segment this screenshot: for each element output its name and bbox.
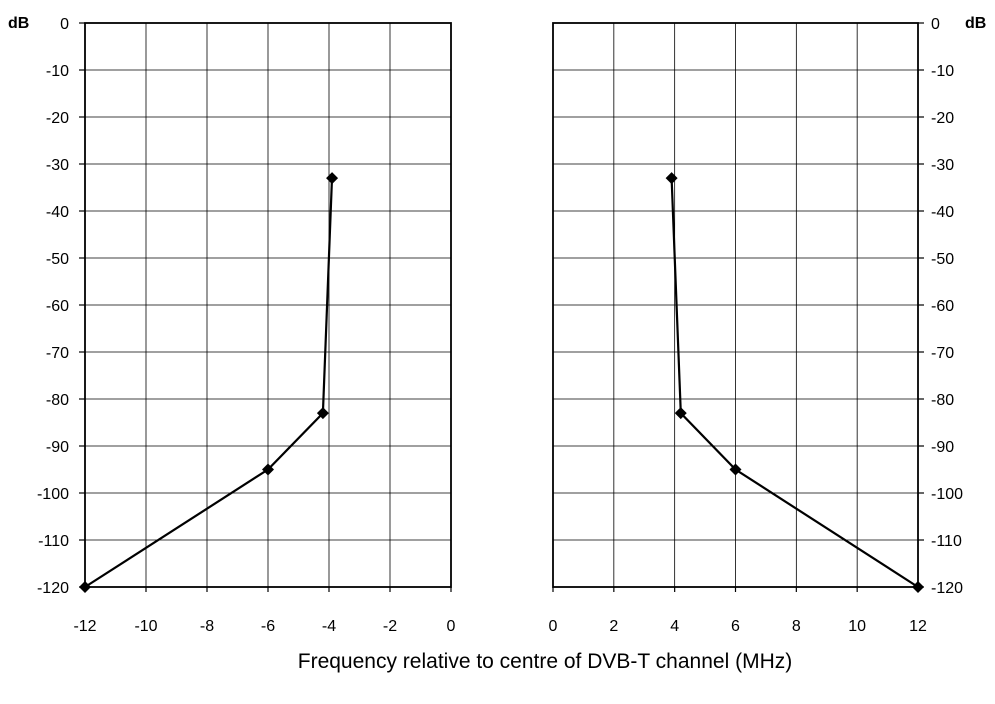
right-x-tick-label: 4 <box>670 618 679 635</box>
right-y-tick-label: -50 <box>931 251 954 268</box>
left-x-tick-label: -12 <box>73 618 96 635</box>
right-chart-panel: 0 -10 -20 -30 -40 -50 -60 -70 -80 -90 -100 -110 -120… <box>549 15 987 635</box>
right-y-tick-label: -120 <box>931 580 963 597</box>
right-y-tick-label: -20 <box>931 110 954 127</box>
left-x-tick-label: -6 <box>261 618 275 635</box>
right-y-tick-label: -60 <box>931 298 954 315</box>
left-y-tick-label: -120 <box>37 580 69 597</box>
left-y-tick-label: -110 <box>38 533 69 550</box>
right-x-tick-label: 8 <box>792 618 801 635</box>
right-y-tick-label: -110 <box>931 533 962 550</box>
left-data-point-marker <box>326 172 339 185</box>
left-y-tick-label: -70 <box>46 345 69 362</box>
right-y-tick-label: -70 <box>931 345 954 362</box>
left-data-point-marker <box>262 463 274 476</box>
right-data-point-marker <box>729 463 742 476</box>
left-series-line <box>84 178 334 588</box>
left-y-tick-label: -40 <box>46 204 69 221</box>
left-y-tick-label: -50 <box>46 251 69 268</box>
left-y-tick-label: -60 <box>46 298 69 315</box>
right-y-tick-label: -10 <box>931 63 954 80</box>
right-y-tick-label: -90 <box>931 439 954 456</box>
right-series-line <box>670 178 919 588</box>
right-y-unit-label: dB <box>965 15 986 32</box>
x-axis-title: Frequency relative to centre of DVB-T ch… <box>298 650 792 673</box>
left-data-point-marker <box>316 407 329 420</box>
left-y-tick-label: -20 <box>46 110 69 127</box>
right-y-tick-label: -40 <box>931 204 954 221</box>
left-y-unit-label: dB <box>8 15 29 32</box>
left-x-tick-label: -8 <box>200 618 214 635</box>
left-data-point-marker <box>79 581 91 593</box>
right-x-tick-label: 2 <box>609 618 618 635</box>
right-x-tick-label: 6 <box>731 618 740 635</box>
left-chart-panel: 0-10-20-30-40-50-60-70-80-90-100-110-120… <box>8 15 456 635</box>
right-x-tick-label: 10 <box>848 618 866 635</box>
right-data-point-marker <box>665 172 678 185</box>
right-data-point-marker <box>674 407 687 420</box>
right-y-tick-label: 0 <box>931 16 940 33</box>
left-y-tick-label: -10 <box>46 63 69 80</box>
left-x-tick-label: -10 <box>134 618 157 635</box>
right-y-tick-label: -80 <box>931 392 954 409</box>
right-x-tick-label: 0 <box>549 618 558 635</box>
left-x-tick-label: -2 <box>383 618 397 635</box>
left-y-tick-label: -80 <box>46 392 69 409</box>
left-x-tick-label: -4 <box>322 618 336 635</box>
left-y-tick-label: -100 <box>37 486 69 503</box>
right-y-tick-label: -100 <box>931 486 963 503</box>
right-data-point-marker <box>912 581 924 593</box>
right-y-tick-label: -30 <box>931 157 954 174</box>
left-y-tick-label: -30 <box>46 157 69 174</box>
left-x-tick-label: 0 <box>447 618 456 635</box>
left-y-tick-label: -90 <box>46 439 69 456</box>
right-x-tick-label: 12 <box>909 618 927 635</box>
left-y-tick-label: 0 <box>60 16 69 33</box>
